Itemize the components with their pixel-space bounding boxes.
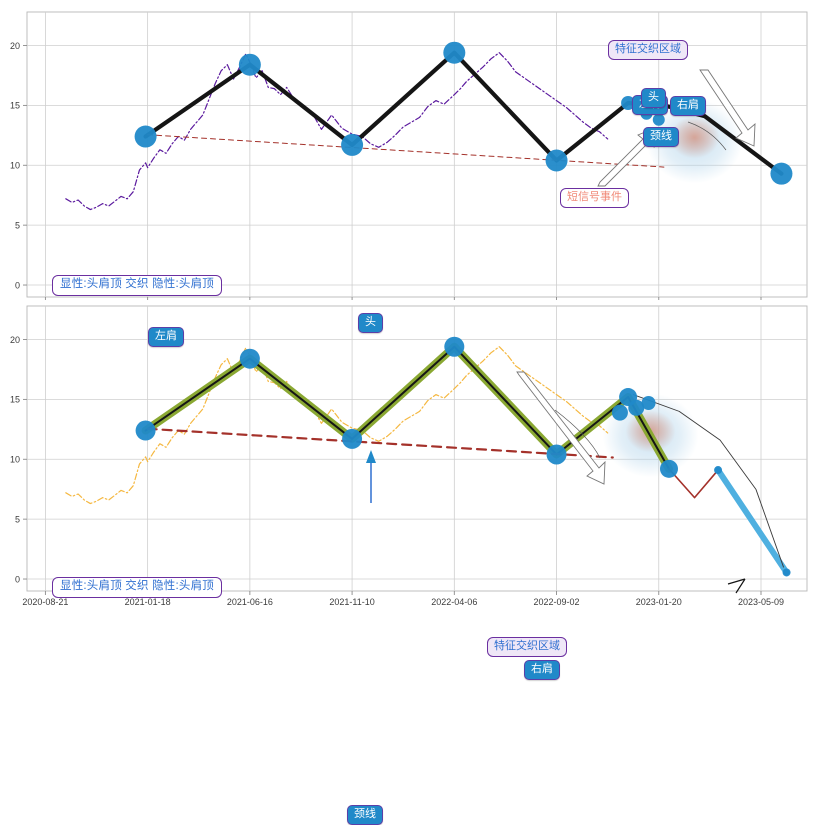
- y-tick-label: 5: [15, 514, 20, 524]
- pivot-marker[interactable]: [782, 568, 791, 577]
- y-tick-label: 0: [15, 280, 20, 290]
- x-tick-label: 2020-08-21: [22, 597, 68, 607]
- annotation-feature-interleaving-zone-top[interactable]: 特征交织区域: [608, 40, 688, 60]
- annotation-left-shoulder-bottom[interactable]: 左肩: [148, 327, 184, 347]
- pivot-marker[interactable]: [611, 404, 628, 421]
- pivot-marker[interactable]: [770, 162, 793, 185]
- y-tick-label: 10: [10, 455, 20, 465]
- y-tick-label: 15: [10, 395, 20, 405]
- pivot-marker[interactable]: [135, 420, 156, 441]
- pivot-marker[interactable]: [443, 41, 466, 64]
- series-neckline-red-dashed: [146, 427, 614, 459]
- series-forecast-arc: [632, 394, 784, 568]
- top-panel-canvas: 0 5 10 15 20: [10, 11, 808, 300]
- annotation-neckline-bottom[interactable]: 颈线: [347, 805, 383, 825]
- annotation-feature-interleaving-zone-bottom[interactable]: 特征交织区域: [487, 637, 567, 657]
- x-tick-label: 2022-04-06: [431, 597, 477, 607]
- chart-panel-bottom: 0 5 10 15 20 2020-08-21 2021-01-18 2021-06-16 20…: [0, 300, 813, 825]
- x-tick-label: 2022-09-02: [534, 597, 580, 607]
- pivot-marker[interactable]: [342, 428, 363, 449]
- annotation-head-top[interactable]: 头: [641, 88, 666, 108]
- pivot-marker[interactable]: [134, 125, 157, 148]
- pivot-marker[interactable]: [546, 444, 567, 465]
- pivot-marker[interactable]: [714, 466, 723, 475]
- pivot-marker[interactable]: [238, 53, 261, 76]
- series-post-signal-red: [668, 468, 719, 499]
- y-tick-label: 20: [10, 335, 20, 345]
- series-neckline-red-dashed: [147, 134, 665, 168]
- x-tick-label: 2021-11-10: [329, 597, 374, 607]
- pivot-marker[interactable]: [659, 459, 678, 478]
- callout-arrow-feature-zone: [516, 371, 606, 485]
- x-tick-label: 2021-01-18: [125, 597, 171, 607]
- pivot-marker[interactable]: [545, 149, 568, 172]
- annotation-short-signal-event-top[interactable]: 短信号事件: [560, 188, 629, 208]
- feature-zone-glow-inner: [669, 116, 720, 159]
- x-tick-label: 2021-06-16: [227, 597, 273, 607]
- series-forecast-blue-arrow: [715, 467, 790, 576]
- x-tick-label: 2023-01-20: [636, 597, 682, 607]
- y-tick-label: 20: [10, 41, 20, 51]
- y-tick-label: 0: [15, 574, 20, 584]
- connector-line: [554, 409, 601, 459]
- callout-arrow-neckline-head: [366, 450, 376, 463]
- pivot-marker[interactable]: [641, 395, 656, 410]
- x-tick-label: 2023-05-09: [738, 597, 784, 607]
- connector-line: [687, 121, 727, 151]
- pivot-marker[interactable]: [621, 96, 636, 111]
- bottom-panel-canvas: 0 5 10 15 20 2020-08-21 2021-01-18 2021-06-16 20…: [10, 305, 808, 607]
- series-price-purple: [65, 52, 609, 211]
- pivot-marker[interactable]: [341, 133, 364, 156]
- annotation-right-shoulder-top[interactable]: 右肩: [670, 96, 706, 116]
- annotation-right-shoulder-bottom[interactable]: 右肩: [524, 660, 560, 680]
- pivot-marker[interactable]: [652, 113, 665, 126]
- annotation-neckline-top[interactable]: 颈线: [643, 127, 679, 147]
- pivot-marker[interactable]: [239, 348, 260, 369]
- y-tick-label: 15: [10, 101, 20, 111]
- forecast-arrowhead: [727, 578, 746, 594]
- pivot-marker[interactable]: [444, 336, 465, 357]
- legend-top: 显性:头肩顶 交织 隐性:头肩顶: [52, 275, 222, 296]
- legend-bottom: 显性:头肩顶 交织 隐性:头肩顶: [52, 577, 222, 598]
- pivot-marker[interactable]: [628, 399, 645, 416]
- annotation-head-bottom[interactable]: 头: [358, 313, 383, 333]
- y-tick-label: 10: [10, 161, 20, 171]
- y-tick-label: 5: [15, 220, 20, 230]
- callout-arrow-feature-zone: [699, 69, 756, 147]
